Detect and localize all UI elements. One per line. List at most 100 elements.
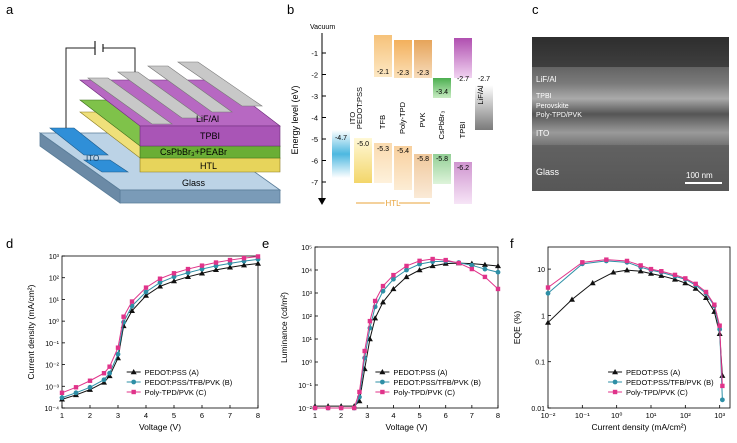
lumo-pvk: -2.3 (417, 70, 429, 77)
data-point (568, 296, 575, 302)
x-tick-label: 6 (444, 411, 448, 420)
data-point (495, 269, 501, 275)
energy-tick-label: -3 (311, 92, 318, 101)
data-point (241, 255, 247, 261)
mat-tpbi: TPBI (458, 122, 467, 139)
data-point (325, 405, 331, 411)
glass-side (39, 132, 121, 204)
y-tick-label: 10⁵ (301, 245, 312, 252)
y-tick-label: 10⁰ (301, 359, 312, 367)
mat-lifal: LiF/Al (476, 85, 485, 105)
sem-top-shade (532, 37, 729, 67)
y-axis-label: Current density (mA/cm²) (26, 284, 36, 379)
y-tick-label: 10⁻¹ (45, 341, 59, 348)
data-point (390, 285, 397, 292)
data-point (59, 390, 65, 396)
data-point (171, 274, 177, 280)
data-point (143, 292, 149, 298)
data-point (671, 276, 678, 282)
data-point (648, 266, 654, 272)
y-tick-label: 0.1 (535, 360, 545, 367)
legend-label: PEDOT:PSS (A) (145, 368, 200, 377)
data-point (403, 273, 410, 280)
data-point (107, 370, 112, 376)
panel-f-letter: f (510, 236, 514, 251)
ito-bar (332, 130, 350, 178)
mat-ito: ITO (348, 112, 357, 125)
tfb-bar (374, 35, 392, 77)
data-point (129, 307, 135, 313)
energy-tick-label: -4 (311, 114, 318, 123)
data-point (469, 262, 475, 268)
data-point (429, 262, 436, 269)
chart-d: d 1 2 3 4 5 6 7 8 10⁻⁴ 10⁻³ 10⁻² 10⁻¹ 10⁰ 10¹ 10² 10³ Vo… (6, 236, 261, 432)
x-tick-label: 8 (496, 411, 500, 420)
legend-label: PEDOT:PSS/TFB/PVK (B) (626, 378, 714, 387)
label-perovskite: CsPbBr₃+PEABr (160, 147, 227, 157)
data-point (312, 405, 318, 411)
y-tick-label: 10⁻⁴ (45, 406, 60, 413)
sem-glass: Glass (536, 167, 560, 177)
panel-a: a LiF/Al TPBI CsPbBr₃+PEABr HTL Glass IT… (6, 2, 282, 204)
data-point (416, 267, 423, 273)
wire (103, 47, 136, 72)
sem-polytpd: Poly-TPD/PVK (536, 112, 582, 119)
series-line (547, 259, 723, 386)
x-tick-label: 10² (680, 411, 691, 420)
cathode-strip (147, 65, 233, 113)
ito-strip (83, 159, 129, 173)
cathode-strip (177, 61, 263, 107)
plot-frame (61, 255, 259, 409)
data-point (495, 286, 501, 292)
energy-tick-label: -1 (311, 49, 318, 58)
data-point (129, 303, 135, 309)
data-point (129, 299, 135, 304)
legend-marker (380, 389, 385, 395)
y-tick-label: 10¹ (49, 297, 60, 304)
glass-front (119, 189, 281, 204)
data-point (659, 269, 664, 274)
data-point (703, 289, 709, 295)
label-tpbi: TPBI (200, 131, 220, 141)
homo-pvk: -5.8 (417, 156, 429, 163)
data-point (469, 266, 475, 272)
data-point (638, 263, 643, 268)
legend-marker (130, 369, 137, 375)
x-tick-label: 1 (313, 411, 317, 420)
sem-lifal: LiF/Al (536, 75, 557, 84)
panel-c-letter: c (532, 2, 539, 17)
cspbbr3-bar-low (433, 154, 451, 184)
y-tick-label: 10⁻¹ (298, 383, 312, 390)
data-point (380, 288, 386, 294)
data-point (362, 355, 368, 361)
data-point (362, 348, 367, 354)
panel-a-letter: a (6, 2, 14, 17)
data-point (482, 266, 488, 272)
data-point (107, 364, 112, 369)
panel-b: b Vacuum Energy level (eV) -1-2-3-4-5-6-… (287, 2, 493, 210)
energy-tick-label: -7 (311, 178, 318, 187)
data-point (610, 269, 617, 275)
mat-pedot: PEDOT:PSS (355, 87, 364, 129)
pvk-bar (414, 40, 432, 78)
data-point (692, 285, 699, 291)
data-point (101, 371, 107, 376)
data-point (366, 336, 373, 342)
data-point (115, 355, 121, 361)
x-tick-label: 7 (228, 411, 232, 420)
x-tick-label: 8 (256, 411, 260, 420)
homo-pedot: -5.0 (357, 141, 369, 148)
data-point (87, 384, 93, 390)
data-point (357, 389, 362, 395)
panel-e-letter: e (262, 236, 269, 251)
data-point (59, 395, 65, 401)
y-axis-label: Luminance (cd/m²) (279, 292, 289, 363)
legend-marker (131, 389, 136, 395)
lumo-cspbbr3: -3.4 (436, 89, 448, 96)
legend-marker (612, 369, 619, 375)
legend-label: PEDOT:PSS/TFB/PVK (B) (393, 378, 481, 387)
data-point (157, 276, 163, 281)
data-point (157, 283, 163, 289)
y-tick-label: 10² (302, 314, 313, 321)
